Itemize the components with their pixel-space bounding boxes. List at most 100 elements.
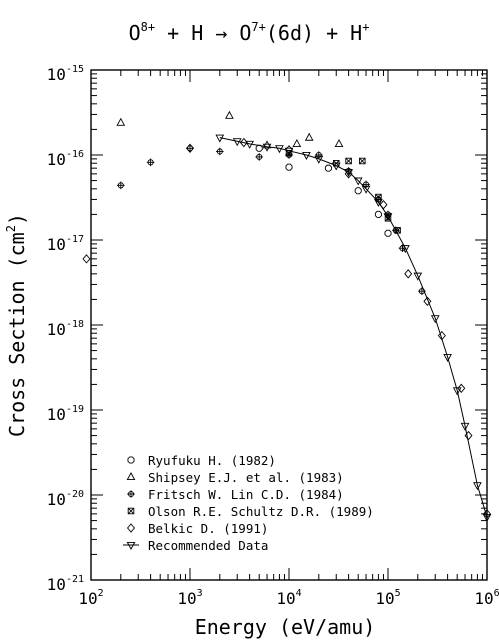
chart-title: O8+ + H → O7+(6d) + H+ bbox=[129, 20, 370, 45]
data-point-x-box-x bbox=[345, 157, 352, 165]
legend-marker-x bbox=[127, 507, 135, 515]
title-sup-3: + bbox=[362, 20, 369, 34]
data-point-triangle-down bbox=[232, 138, 242, 147]
data-point-triangle-down bbox=[314, 155, 324, 164]
data-point-triangle-down bbox=[383, 213, 393, 222]
x-tick-exp: 2 bbox=[98, 588, 104, 599]
legend-marker bbox=[127, 456, 135, 464]
legend-label: Belkic D. (1991) bbox=[148, 521, 268, 536]
y-tick-base: 10 bbox=[47, 235, 66, 254]
y-tick-exp: -18 bbox=[66, 319, 84, 330]
title-mid-1: + H → O bbox=[155, 21, 251, 45]
data-point-x-box-box bbox=[359, 157, 366, 165]
data-point-plus-circle-cross bbox=[117, 181, 125, 190]
data-point-diamond bbox=[457, 383, 466, 393]
y-tick-label: 10-21 bbox=[47, 574, 84, 594]
data-point-plus-circle bbox=[315, 151, 323, 159]
data-point-plus-circle bbox=[216, 147, 224, 156]
y-axis-label-sup: 2 bbox=[4, 225, 18, 232]
legend-marker bbox=[127, 507, 135, 515]
y-tick-base: 10 bbox=[47, 65, 66, 84]
series-octagon bbox=[255, 144, 392, 237]
x-tick-label: 105 bbox=[375, 588, 400, 608]
data-point-triangle-down bbox=[361, 185, 371, 194]
data-point-plus-circle bbox=[117, 181, 125, 190]
y-axis-label: Cross Section (cm2) bbox=[4, 213, 29, 437]
legend-item-diamond: Belkic D. (1991) bbox=[127, 521, 268, 536]
data-point-triangle-down bbox=[344, 169, 353, 177]
legend: Ryufuku H. (1982) Shipsey E.J. et al. (19… bbox=[123, 453, 374, 553]
data-point-plus-circle-cross bbox=[216, 147, 224, 156]
y-tick-base: 10 bbox=[47, 320, 66, 339]
data-point-plus-circle-cross bbox=[362, 180, 370, 189]
x-axis-label: Energy (eV/amu) bbox=[195, 615, 376, 639]
legend-label: Shipsey E.J. et al. (1983) bbox=[148, 470, 344, 485]
data-point-x-box bbox=[345, 157, 352, 165]
series-triangle-up bbox=[116, 110, 344, 149]
legend-item-triangle-up: Shipsey E.J. et al. (1983) bbox=[126, 470, 344, 485]
data-point-x-box-x bbox=[359, 157, 366, 165]
y-tick-label: 10-16 bbox=[47, 149, 84, 169]
recommended-data-curve bbox=[219, 137, 488, 518]
data-point-triangle-down bbox=[353, 177, 363, 186]
data-point-x-box-x bbox=[375, 193, 382, 201]
data-point-triangle-down bbox=[473, 482, 482, 491]
y-tick-base: 10 bbox=[47, 575, 66, 594]
legend-label: Ryufuku H. (1982) bbox=[148, 453, 276, 468]
legend-item-triangle-down: Recommended Data bbox=[123, 538, 268, 553]
title-sup-2: 7+ bbox=[251, 20, 265, 34]
y-tick-label: 10-17 bbox=[47, 234, 84, 254]
svg-text:Cross Section (cm2): Cross Section (cm2) bbox=[4, 213, 29, 437]
x-tick-base: 10 bbox=[177, 589, 196, 608]
data-point-x-box bbox=[359, 157, 366, 165]
svg-text:O8+ + H → O7+(6d) + H+: O8+ + H → O7+(6d) + H+ bbox=[129, 20, 370, 45]
x-tick-base: 10 bbox=[78, 589, 97, 608]
data-point-octagon bbox=[354, 187, 362, 195]
y-tick-label: 10-15 bbox=[47, 64, 84, 84]
data-point-triangle-down bbox=[284, 147, 294, 156]
data-point-octagon bbox=[285, 163, 293, 171]
data-point-triangle-down bbox=[302, 151, 311, 160]
legend-item-octagon: Ryufuku H. (1982) bbox=[127, 453, 276, 468]
data-point-plus-circle-cross bbox=[315, 151, 323, 159]
data-point-diamond bbox=[423, 296, 432, 307]
series-plus-circle bbox=[117, 144, 426, 295]
x-tick-label: 103 bbox=[177, 588, 202, 608]
data-point-triangle-down bbox=[331, 162, 341, 171]
legend-label: Olson R.E. Schultz D.R. (1989) bbox=[148, 504, 374, 519]
data-point-triangle-down bbox=[443, 353, 452, 362]
data-point-triangle-up bbox=[334, 138, 344, 147]
data-point-plus-circle bbox=[255, 153, 263, 161]
y-tick-base: 10 bbox=[47, 405, 66, 424]
data-point-x-box-box bbox=[375, 193, 382, 201]
y-tick-base: 10 bbox=[47, 150, 66, 169]
x-tick-base: 10 bbox=[474, 589, 493, 608]
data-point-diamond bbox=[464, 430, 473, 441]
x-tick-base: 10 bbox=[276, 589, 295, 608]
data-point-triangle-down bbox=[275, 145, 284, 154]
y-tick-label: 10-20 bbox=[47, 489, 84, 509]
data-point-diamond bbox=[82, 254, 91, 264]
x-tick-exp: 4 bbox=[296, 588, 302, 599]
y-tick-exp: -21 bbox=[66, 574, 84, 585]
legend-item-x-box: Olson R.E. Schultz D.R. (1989) bbox=[127, 504, 374, 519]
title-sup-1: 8+ bbox=[141, 20, 155, 34]
title-main: O bbox=[129, 21, 141, 45]
x-tick-label: 102 bbox=[78, 588, 103, 608]
data-point-octagon bbox=[255, 144, 263, 152]
y-tick-exp: -17 bbox=[66, 234, 84, 245]
legend-marker bbox=[127, 523, 135, 533]
series-triangle-down bbox=[215, 134, 492, 523]
y-tick-base: 10 bbox=[47, 490, 66, 509]
y-tick-exp: -16 bbox=[66, 149, 84, 160]
series-x-box bbox=[285, 149, 401, 234]
plot-area: 102 103 104 105 10610-2110-2010-1910-1810-17… bbox=[47, 64, 499, 608]
title-mid-2: (6d) + H bbox=[266, 21, 362, 45]
data-point-plus-circle-cross bbox=[146, 158, 155, 167]
data-point-x-box-box bbox=[345, 157, 352, 165]
x-tick-label: 104 bbox=[276, 588, 301, 608]
y-axis-label-main: Cross Section (cm bbox=[5, 232, 29, 437]
data-point-octagon bbox=[384, 229, 392, 237]
data-point-triangle-down bbox=[401, 245, 410, 254]
x-tick-label: 106 bbox=[474, 588, 499, 608]
